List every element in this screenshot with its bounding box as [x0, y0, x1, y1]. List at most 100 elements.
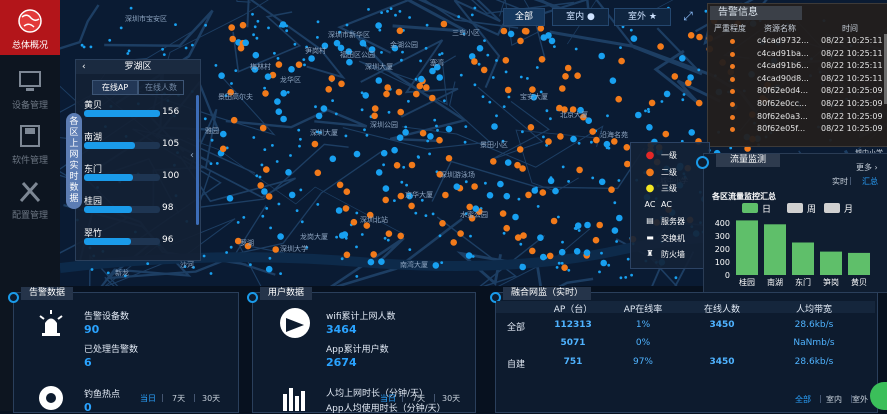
map-marker[interactable]: [507, 30, 515, 38]
map-marker[interactable]: [663, 90, 671, 98]
map-marker[interactable]: [264, 73, 272, 80]
map-marker[interactable]: [472, 205, 480, 212]
map-marker[interactable]: [596, 221, 603, 229]
map-marker[interactable]: [272, 246, 279, 253]
map-marker[interactable]: [275, 108, 283, 115]
map-marker[interactable]: [229, 35, 236, 43]
map-marker[interactable]: [391, 146, 398, 154]
map-marker[interactable]: [315, 112, 323, 120]
map-marker[interactable]: [244, 242, 252, 250]
traffic-more-link[interactable]: 更多 ›: [856, 162, 878, 173]
map-marker[interactable]: [288, 191, 296, 199]
map-marker[interactable]: [353, 150, 361, 158]
map-marker[interactable]: [564, 64, 572, 72]
map-marker[interactable]: [279, 21, 287, 28]
map-marker[interactable]: [219, 145, 227, 153]
map-marker[interactable]: [427, 133, 434, 140]
tab-online-ap[interactable]: 在线AP: [92, 80, 138, 95]
map-marker[interactable]: [391, 44, 399, 52]
map-marker[interactable]: [503, 224, 511, 232]
traffic-realtime-tab[interactable]: 实时: [832, 177, 848, 186]
map-marker[interactable]: [521, 27, 529, 35]
alert-row[interactable]: c4cad9732... 08/22 10:25:11: [708, 36, 887, 48]
map-marker[interactable]: [657, 43, 664, 50]
map-marker[interactable]: [382, 196, 390, 204]
map-marker[interactable]: [570, 135, 577, 143]
map-marker[interactable]: [562, 73, 569, 80]
map-marker[interactable]: [378, 258, 385, 266]
nav-item-overview[interactable]: 总体概况: [0, 0, 60, 55]
map-marker[interactable]: [608, 186, 615, 193]
map-marker[interactable]: [503, 192, 511, 200]
map-marker[interactable]: [512, 213, 519, 221]
map-marker[interactable]: [439, 220, 446, 227]
map-marker[interactable]: [558, 248, 566, 256]
chevron-left-icon[interactable]: ‹: [190, 150, 194, 161]
map-marker[interactable]: [239, 21, 247, 29]
network-filter[interactable]: 室外: [852, 395, 868, 404]
map-marker[interactable]: [261, 188, 268, 195]
map-marker[interactable]: [371, 112, 378, 120]
map-marker[interactable]: [265, 193, 273, 200]
map-marker[interactable]: [375, 77, 383, 84]
map-marker[interactable]: [308, 55, 315, 62]
alarm-period-7d[interactable]: 7天: [172, 394, 186, 403]
map-marker[interactable]: [491, 123, 498, 130]
map-marker[interactable]: [603, 140, 611, 148]
map-marker[interactable]: [418, 75, 425, 83]
map-marker[interactable]: [547, 177, 555, 185]
map-marker[interactable]: [598, 178, 606, 186]
district-row[interactable]: 黄贝 156: [84, 98, 194, 120]
map-marker[interactable]: [436, 171, 444, 178]
map-marker[interactable]: [370, 251, 378, 258]
map-marker[interactable]: [529, 247, 536, 255]
view-outdoor-button[interactable]: 室外 ★: [614, 8, 671, 26]
map-marker[interactable]: [635, 111, 642, 119]
map-marker[interactable]: [393, 162, 401, 169]
map-marker[interactable]: [227, 89, 234, 96]
map-marker[interactable]: [465, 252, 473, 259]
map-marker[interactable]: [285, 169, 292, 176]
map-marker[interactable]: [583, 249, 591, 256]
map-marker[interactable]: [671, 73, 679, 80]
map-marker[interactable]: [592, 236, 600, 244]
map-marker[interactable]: [343, 188, 351, 195]
map-marker[interactable]: [274, 98, 281, 105]
map-marker[interactable]: [280, 115, 287, 123]
map-marker[interactable]: [342, 205, 350, 212]
map-marker[interactable]: [251, 66, 259, 73]
map-marker[interactable]: [375, 169, 383, 176]
alarm-period-day[interactable]: 当日: [140, 394, 156, 403]
traffic-bar[interactable]: [736, 220, 758, 275]
map-marker[interactable]: [288, 66, 295, 73]
map-marker[interactable]: [471, 183, 478, 190]
map-marker[interactable]: [314, 169, 322, 177]
map-marker[interactable]: [577, 106, 584, 114]
map-marker[interactable]: [228, 24, 235, 31]
map-marker[interactable]: [648, 99, 656, 107]
map-marker[interactable]: [537, 234, 544, 241]
map-marker[interactable]: [531, 187, 539, 194]
map-marker[interactable]: [500, 27, 508, 35]
user-period-30d[interactable]: 30天: [442, 394, 461, 403]
map-marker[interactable]: [325, 86, 333, 93]
map-marker[interactable]: [502, 57, 510, 64]
map-marker[interactable]: [336, 181, 344, 189]
map-marker[interactable]: [333, 39, 341, 47]
map-marker[interactable]: [600, 259, 607, 267]
traffic-bar[interactable]: [848, 252, 870, 275]
alarm-period-30d[interactable]: 30天: [202, 394, 221, 403]
map-marker[interactable]: [557, 133, 564, 140]
map-marker[interactable]: [230, 116, 238, 124]
map-marker[interactable]: [688, 129, 695, 136]
map-marker[interactable]: [397, 108, 405, 116]
map-marker[interactable]: [662, 130, 670, 138]
map-marker[interactable]: [423, 84, 430, 91]
map-marker[interactable]: [550, 217, 558, 225]
district-row[interactable]: 桂园 98: [84, 194, 194, 216]
map-marker[interactable]: [480, 66, 488, 74]
view-indoor-button[interactable]: 室内 ●: [552, 8, 609, 26]
map-marker[interactable]: [242, 39, 249, 47]
map-marker[interactable]: [504, 159, 512, 166]
map-marker[interactable]: [598, 52, 605, 60]
